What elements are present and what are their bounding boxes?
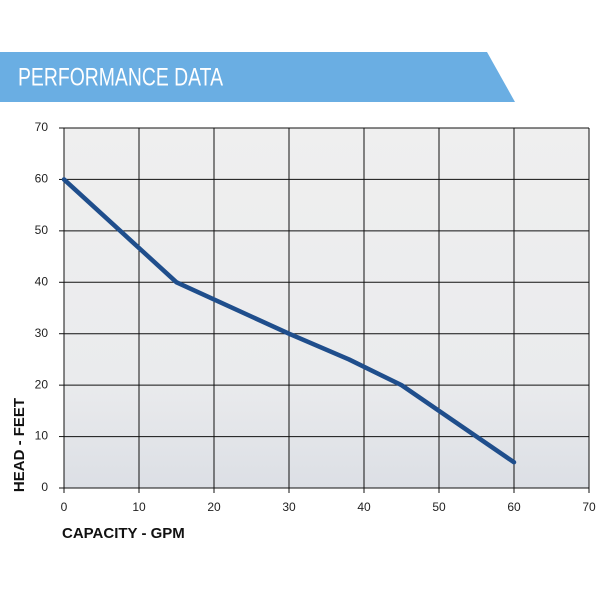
x-tick-label: 40: [357, 500, 371, 514]
y-tick-label: 40: [35, 274, 49, 288]
chart-title: PERFORMANCE DATA: [18, 64, 223, 92]
x-tick-label: 30: [282, 500, 296, 514]
y-tick-label: 20: [35, 377, 49, 391]
x-tick-label: 50: [432, 500, 446, 514]
x-tick-label: 0: [61, 500, 68, 514]
x-axis-title: CAPACITY - GPM: [62, 525, 185, 542]
y-tick-label: 60: [35, 172, 49, 186]
plot-area: [64, 128, 589, 488]
y-tick-label: 30: [35, 326, 49, 340]
x-tick-label: 10: [132, 500, 146, 514]
title-banner: [0, 52, 515, 102]
y-tick-label: 0: [41, 480, 48, 494]
x-tick-label: 20: [207, 500, 221, 514]
y-tick-label: 50: [35, 223, 49, 237]
x-tick-label: 60: [507, 500, 521, 514]
y-tick-label: 10: [35, 429, 49, 443]
y-tick-label: 70: [35, 120, 49, 134]
x-tick-label: 70: [582, 500, 596, 514]
y-axis-title: HEAD - FEET: [11, 398, 28, 492]
performance-curve: [61, 177, 517, 465]
